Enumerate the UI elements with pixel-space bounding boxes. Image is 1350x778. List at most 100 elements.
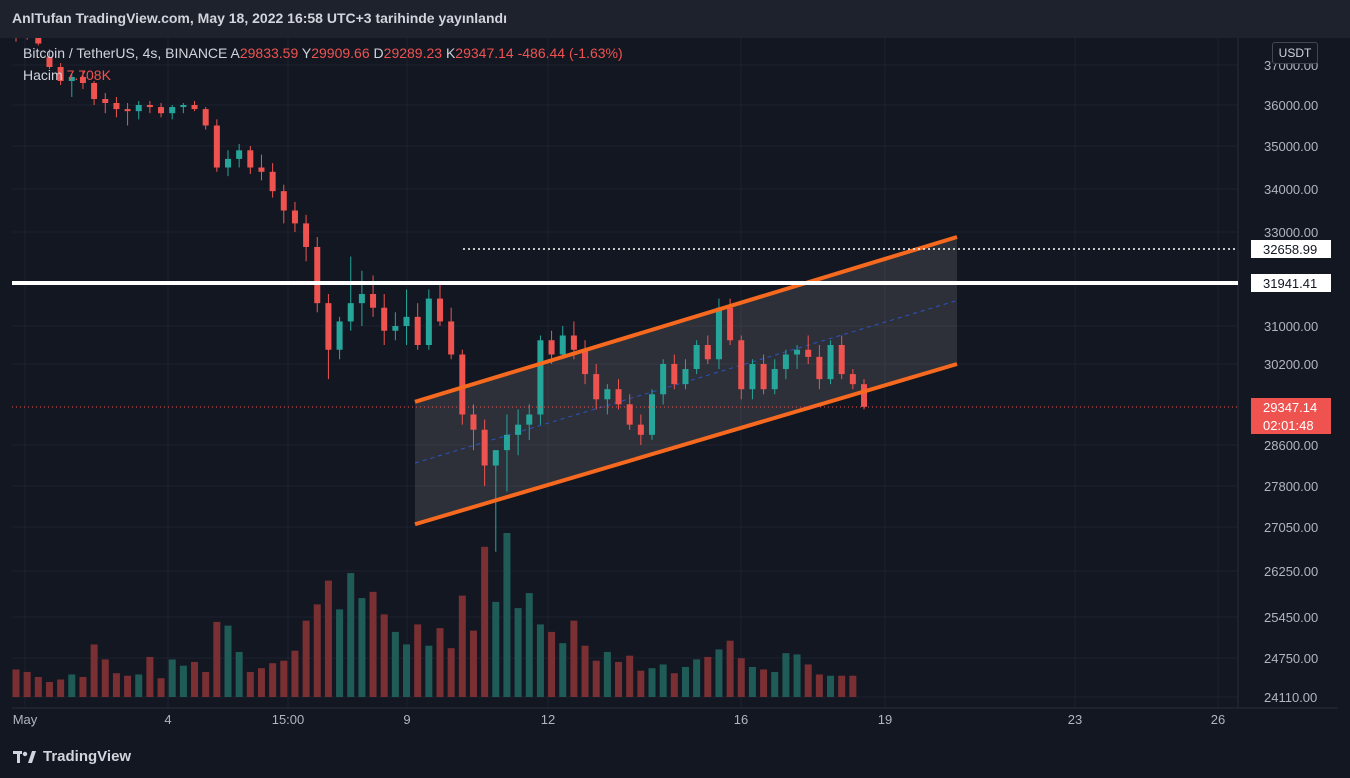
- candle-body: [236, 150, 243, 159]
- volume-bar: [771, 671, 779, 697]
- candle-body: [570, 335, 577, 350]
- volume-bar: [726, 640, 734, 697]
- candle-body: [827, 345, 834, 380]
- volume-bar: [391, 631, 399, 697]
- candle-body: [381, 307, 388, 331]
- price-axis-label: 30200.00: [1264, 357, 1318, 372]
- volume-bar: [79, 676, 87, 697]
- volume-bar: [815, 674, 823, 697]
- change-value: -486.44 (-1.63%): [517, 45, 623, 61]
- volume-bar: [45, 681, 53, 697]
- volume-legend: Hacim 7.708K: [23, 67, 111, 83]
- candle-body: [135, 105, 142, 112]
- candle-body: [91, 83, 98, 99]
- volume-bar: [179, 665, 187, 697]
- volume-bar: [414, 624, 422, 697]
- volume-bar: [336, 609, 344, 697]
- price-axis-label: 33000.00: [1264, 225, 1318, 240]
- candle-body: [515, 424, 522, 435]
- countdown-tag-text: 02:01:48: [1263, 418, 1314, 433]
- volume-bar: [693, 659, 701, 697]
- volume-bar: [536, 624, 544, 697]
- tradingview-brand[interactable]: TradingView: [13, 748, 131, 765]
- volume-bar: [648, 668, 656, 697]
- volume-bar: [481, 546, 489, 697]
- price-axis-label: 24750.00: [1264, 651, 1318, 666]
- volume-bar: [782, 653, 790, 697]
- candle-body: [102, 99, 109, 103]
- candle-body: [425, 298, 432, 345]
- candle-body: [861, 384, 867, 407]
- volume-bar: [748, 666, 756, 697]
- time-axis-label: 23: [1068, 712, 1082, 727]
- chart-area[interactable]: 37000.00 36000.00 35000.00 34000.00 33000.00…: [12, 38, 1338, 746]
- candle-body: [269, 171, 276, 192]
- price-axis-label: 24110.00: [1264, 690, 1317, 705]
- candle-body: [693, 345, 700, 370]
- volume-bar: [704, 656, 712, 697]
- dotted-level-tag: [1251, 240, 1331, 258]
- time-axis-label: 26: [1211, 712, 1225, 727]
- candle-body: [403, 316, 410, 326]
- volume-bar: [191, 661, 199, 697]
- candle-body: [158, 107, 165, 114]
- candle-body: [615, 389, 622, 405]
- volume-bar: [146, 656, 154, 697]
- candle-body: [682, 369, 689, 385]
- candle-body: [280, 191, 287, 211]
- candle-body: [738, 340, 745, 390]
- volume-bar: [581, 645, 589, 697]
- candle-body: [637, 424, 644, 435]
- candle-body: [392, 326, 399, 331]
- volume-bar: [224, 625, 232, 697]
- price-axis-label: 35000.00: [1264, 139, 1318, 154]
- candle-body: [593, 374, 600, 400]
- price-axis-label: 31000.00: [1264, 319, 1318, 334]
- candle-body: [448, 321, 455, 355]
- volume-bar: [12, 669, 20, 697]
- volume-bar: [324, 580, 332, 697]
- currency-button[interactable]: USDT: [1272, 42, 1318, 64]
- candlestick-chart[interactable]: 37000.0036000.0035000.0034000.0033000.00…: [12, 38, 1338, 746]
- price-axis-label: 34000.00: [1264, 182, 1318, 197]
- volume-bar: [670, 673, 678, 697]
- candle-body: [414, 316, 421, 345]
- volume-bar: [269, 663, 277, 697]
- candle-body: [325, 303, 332, 350]
- volume-bar: [570, 620, 578, 697]
- candle-body: [816, 356, 823, 380]
- candle-body: [470, 414, 477, 430]
- candle-body: [704, 345, 711, 360]
- volume-bar: [838, 675, 846, 697]
- volume-bar: [157, 678, 165, 697]
- candle-body: [492, 450, 499, 466]
- candle-body: [113, 103, 120, 110]
- time-axis-label: May: [13, 712, 38, 727]
- candle-body: [202, 109, 209, 126]
- candle-body: [771, 369, 778, 390]
- candle-body: [626, 404, 633, 425]
- symbol-name[interactable]: Bitcoin / TetherUS, 4s, BINANCE: [23, 45, 228, 61]
- volume-bar: [112, 673, 120, 697]
- volume-bar: [57, 679, 65, 697]
- volume-bar: [280, 660, 288, 697]
- low-value: 29289.23: [383, 45, 443, 61]
- volume-bar: [760, 669, 768, 697]
- candle-body: [760, 364, 767, 390]
- volume-bar: [503, 533, 511, 697]
- candle-body: [559, 335, 566, 355]
- candle-body: [358, 294, 365, 304]
- volume-bar: [681, 666, 689, 697]
- volume-bar: [235, 651, 243, 697]
- candle-body: [347, 303, 354, 322]
- volume-bar: [447, 648, 455, 697]
- volume-bar: [425, 645, 433, 697]
- time-axis-label: 16: [734, 712, 748, 727]
- close-value: 29347.14: [455, 45, 514, 61]
- candle-body: [370, 294, 377, 308]
- volume-bar: [615, 661, 623, 697]
- brand-name: TradingView: [43, 748, 132, 765]
- volume-bar: [603, 651, 611, 697]
- candle-body: [35, 38, 42, 44]
- volume-bar: [804, 664, 812, 697]
